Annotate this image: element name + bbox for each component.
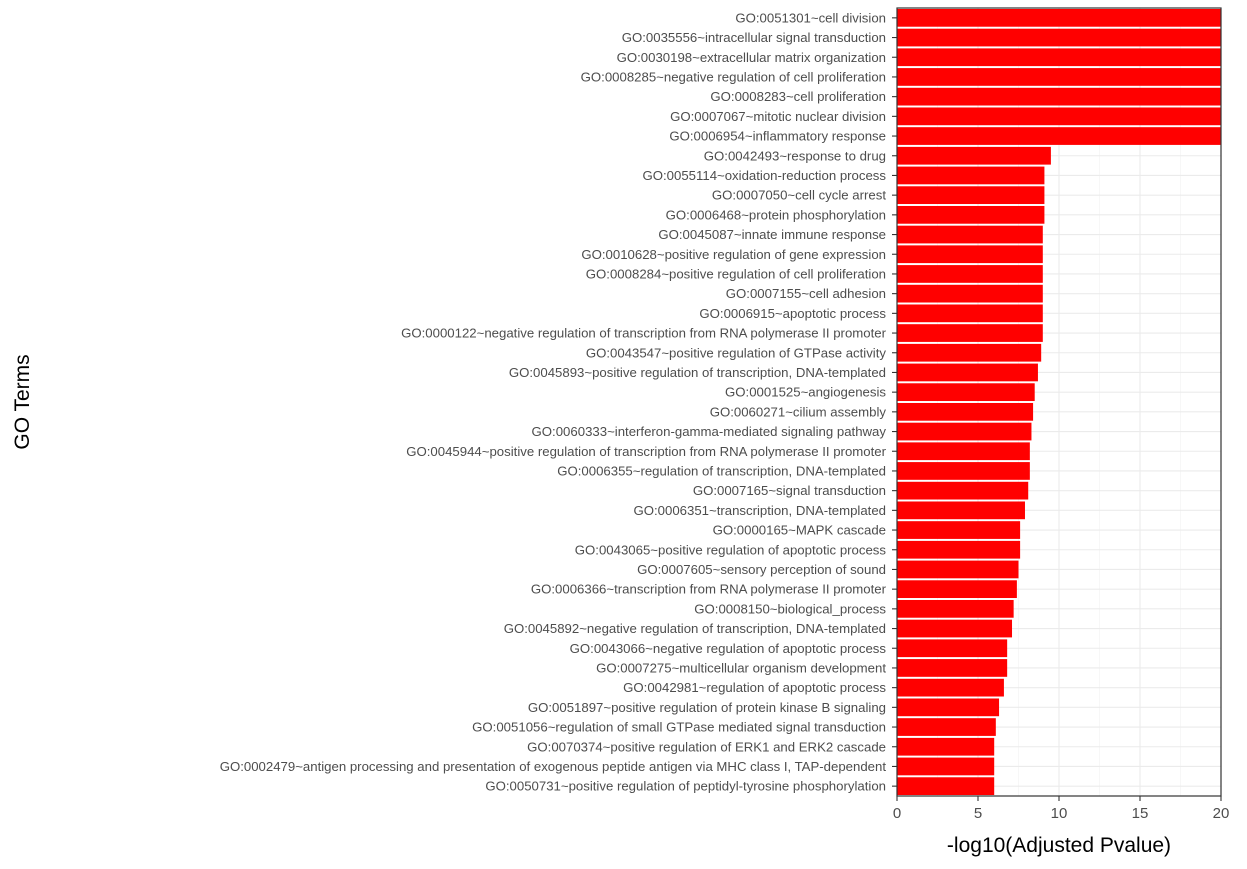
bar <box>897 28 1221 47</box>
y-category-label: GO:0060333~interferon-gamma-mediated sig… <box>532 424 887 439</box>
bar <box>897 48 1221 67</box>
bar <box>897 402 1034 421</box>
bar <box>897 737 995 756</box>
y-category-label: GO:0001525~angiogenesis <box>725 385 886 400</box>
bar <box>897 678 1004 697</box>
bar <box>897 462 1030 480</box>
bar <box>897 383 1035 402</box>
y-category-label: GO:0030198~extracellular matrix organiza… <box>617 50 886 65</box>
y-category-label: GO:0006366~transcription from RNA polyme… <box>531 582 887 597</box>
x-tick-label: 20 <box>1213 805 1230 822</box>
y-category-label: GO:0043065~positive regulation of apopto… <box>575 542 887 557</box>
bar <box>897 521 1021 539</box>
y-category-label: GO:0060271~cilium assembly <box>710 404 887 419</box>
y-category-label: GO:0007067~mitotic nuclear division <box>670 109 886 124</box>
y-category-label: GO:0006915~apoptotic process <box>699 306 886 321</box>
bar <box>897 363 1038 382</box>
y-category-label: GO:0010628~positive regulation of gene e… <box>581 247 886 262</box>
bar <box>897 107 1221 126</box>
y-category-label: GO:0051301~cell division <box>735 10 886 25</box>
y-axis-category-labels: GO:0051301~cell division GO:0035556~intra… <box>220 10 887 793</box>
y-category-label: GO:0008285~negative regulation of cell p… <box>581 69 886 84</box>
y-category-label: GO:0007155~cell adhesion <box>726 286 886 301</box>
y-category-label: GO:0042981~regulation of apoptotic proce… <box>623 680 886 695</box>
y-category-label: GO:0070374~positive regulation of ERK1 a… <box>527 739 886 754</box>
bar <box>897 698 1000 717</box>
bar <box>897 442 1030 461</box>
bar <box>897 324 1043 342</box>
y-category-label: GO:0045892~negative regulation of transc… <box>504 621 886 636</box>
x-axis-title: -log10(Adjusted Pvalue) <box>947 834 1171 857</box>
bar <box>897 166 1045 185</box>
y-category-label: GO:0000165~MAPK cascade <box>713 523 886 538</box>
grid-lines <box>896 8 1222 796</box>
bar <box>897 205 1045 224</box>
bar <box>897 284 1043 303</box>
x-tick-label: 15 <box>1132 805 1149 822</box>
y-category-label: GO:0043547~positive regulation of GTPase… <box>586 345 887 360</box>
y-category-label: GO:0006954~inflammatory response <box>669 129 886 144</box>
y-category-label: GO:0042493~response to drug <box>704 148 886 163</box>
bar <box>897 501 1025 520</box>
bar <box>897 186 1045 205</box>
bar <box>897 540 1021 559</box>
bar <box>897 718 996 736</box>
y-category-label: GO:0043066~negative regulation of apopto… <box>570 641 887 656</box>
bar <box>897 8 1221 27</box>
bar <box>897 68 1221 86</box>
bar <box>897 225 1043 244</box>
bar <box>897 659 1008 677</box>
bar <box>897 304 1043 323</box>
bar <box>897 343 1042 362</box>
bar <box>897 265 1043 283</box>
y-axis-title: GO Terms <box>11 354 34 449</box>
bar <box>897 580 1017 599</box>
y-category-label: GO:0008150~biological_process <box>694 601 886 616</box>
y-category-label: GO:0045893~positive regulation of transc… <box>509 365 886 380</box>
y-category-label: GO:0007275~multicellular organism develo… <box>596 660 886 675</box>
bar <box>897 560 1019 579</box>
bar <box>897 639 1008 658</box>
y-category-label: GO:0007605~sensory perception of sound <box>637 562 886 577</box>
x-tick-label: 5 <box>974 805 982 822</box>
bars <box>897 8 1221 796</box>
y-category-label: GO:0008284~positive regulation of cell p… <box>586 266 886 281</box>
bar <box>897 146 1051 165</box>
bar <box>897 599 1014 618</box>
y-category-label: GO:0051897~positive regulation of protei… <box>528 700 886 715</box>
y-category-label: GO:0051056~regulation of small GTPase me… <box>472 720 886 735</box>
y-category-label: GO:0002479~antigen processing and presen… <box>220 759 887 774</box>
y-category-label: GO:0006355~regulation of transcription, … <box>557 463 886 478</box>
y-category-label: GO:0006351~transcription, DNA-templated <box>633 503 886 518</box>
x-tick-label: 0 <box>893 805 901 822</box>
bar <box>897 422 1032 441</box>
y-category-label: GO:0035556~intracellular signal transduc… <box>622 30 886 45</box>
bar <box>897 777 995 796</box>
bar <box>897 619 1013 638</box>
y-category-label: GO:0045087~innate immune response <box>658 227 886 242</box>
bar <box>897 127 1221 145</box>
x-tick-label: 10 <box>1051 805 1068 822</box>
y-category-label: GO:0008283~cell proliferation <box>710 89 886 104</box>
y-category-label: GO:0045944~positive regulation of transc… <box>406 444 886 459</box>
bar <box>897 87 1221 106</box>
y-category-label: GO:0006468~protein phosphorylation <box>666 207 886 222</box>
y-category-label: GO:0007165~signal transduction <box>693 483 886 498</box>
y-category-label: GO:0007050~cell cycle arrest <box>712 188 886 203</box>
y-category-label: GO:0000122~negative regulation of transc… <box>401 326 886 341</box>
y-category-label: GO:0050731~positive regulation of peptid… <box>485 779 886 794</box>
bar <box>897 245 1043 264</box>
bar <box>897 481 1029 500</box>
bar <box>897 757 995 776</box>
x-axis-ticks: 0 5 10 15 20 <box>892 17 1230 822</box>
y-category-label: GO:0055114~oxidation-reduction process <box>642 168 886 183</box>
